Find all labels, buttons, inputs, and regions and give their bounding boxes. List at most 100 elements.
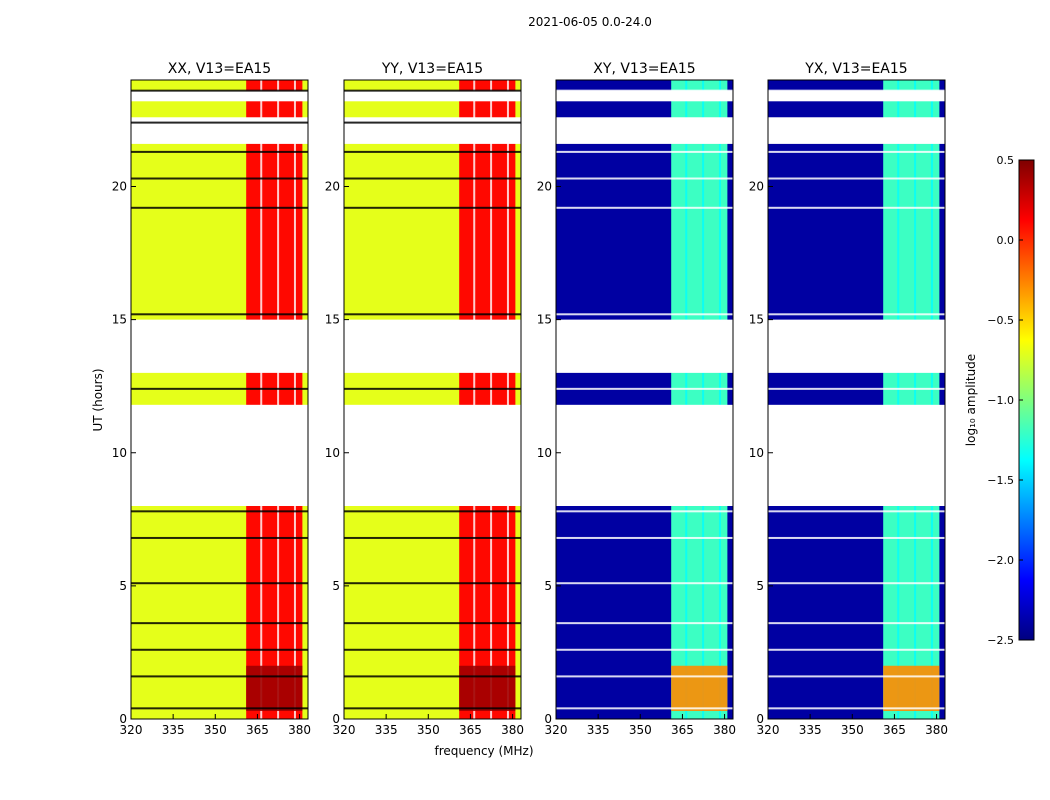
panel-1: XX, V13=EA15 320 335 350 365 380 0 5 10 15 20 — [112, 61, 311, 737]
channel-stripe — [897, 80, 900, 719]
flag-line — [131, 387, 308, 390]
flag-line — [768, 387, 945, 390]
panel-frame — [130, 79, 309, 720]
y-tick-label: 20 — [325, 180, 340, 194]
flag-line — [131, 582, 308, 585]
panel-frame — [767, 79, 946, 720]
x-tick-label: 335 — [799, 723, 822, 737]
flag-line — [344, 206, 521, 209]
flag-line — [768, 313, 945, 316]
flag-line — [131, 707, 308, 710]
y-tick-label: 20 — [112, 180, 127, 194]
panel-2: YY, V13=EA15 320 335 350 365 380 0 5 10 15 20 — [325, 61, 524, 737]
flag-line — [768, 510, 945, 513]
x-axis-label: frequency (MHz) — [434, 744, 533, 758]
x-tick-label: 380 — [713, 723, 736, 737]
x-tick-label: 320 — [120, 723, 143, 737]
flag-line — [556, 121, 733, 124]
y-tick-label: 0 — [119, 712, 127, 726]
flagged-gap — [556, 90, 733, 102]
panel-3: XY, V13=EA15 320 335 350 365 380 0 5 10 15 20 — [537, 61, 736, 737]
flag-line — [344, 510, 521, 513]
flagged-gap — [768, 404, 945, 506]
rfi-band — [246, 80, 303, 719]
flagged-gap — [131, 319, 308, 373]
flag-line — [556, 648, 733, 651]
flagged-gap — [131, 117, 308, 144]
channel-stripe — [930, 80, 933, 719]
y-tick-label: 10 — [537, 446, 552, 460]
flag-line — [556, 89, 733, 92]
flagged-gap — [344, 404, 521, 506]
flag-line — [344, 177, 521, 180]
channel-stripe — [473, 80, 476, 719]
colorbar-tick-label: 0.0 — [997, 234, 1015, 247]
x-tick-label: 365 — [459, 723, 482, 737]
panel-4: YX, V13=EA15 320 335 350 365 380 0 5 10 15 20 — [749, 61, 948, 737]
flagged-gap — [556, 404, 733, 506]
panel-frame — [343, 79, 522, 720]
flagged-gap — [768, 117, 945, 144]
flag-line — [556, 510, 733, 513]
x-tick-label: 335 — [375, 723, 398, 737]
flagged-gap — [556, 319, 733, 373]
flag-line — [344, 675, 521, 678]
x-tick-label: 350 — [841, 723, 864, 737]
y-tick-label: 15 — [112, 313, 127, 327]
flag-line — [556, 177, 733, 180]
burst-region — [246, 665, 303, 712]
x-tick-label: 320 — [333, 723, 356, 737]
colorbar-tick-label: 0.5 — [997, 154, 1015, 167]
channel-stripe — [260, 80, 263, 719]
channel-stripe — [702, 80, 705, 719]
y-tick-label: 0 — [544, 712, 552, 726]
flag-line — [556, 707, 733, 710]
flag-line — [768, 206, 945, 209]
flag-line — [768, 622, 945, 625]
x-tick-label: 365 — [883, 723, 906, 737]
flagged-gap — [556, 117, 733, 144]
x-tick-label: 350 — [204, 723, 227, 737]
x-tick-label: 365 — [246, 723, 269, 737]
flag-line — [556, 313, 733, 316]
flag-line — [768, 177, 945, 180]
colorbar: 0.5 0.0 −0.5 −1.0 −1.5 −2.0 −2.5 log₁₀ amplitu… — [964, 154, 1035, 647]
flag-line — [131, 177, 308, 180]
rfi-band — [459, 80, 516, 719]
flag-line — [556, 387, 733, 390]
channel-stripe — [914, 80, 917, 719]
flag-line — [344, 150, 521, 153]
burst-region — [671, 665, 728, 712]
flag-line — [131, 622, 308, 625]
channel-stripe — [506, 80, 509, 719]
flag-line — [768, 121, 945, 124]
y-tick-label: 0 — [756, 712, 764, 726]
flag-line — [768, 536, 945, 539]
flag-line — [131, 675, 308, 678]
flagged-gap — [768, 90, 945, 102]
flag-line — [556, 582, 733, 585]
colorbar-tick-label: −1.0 — [987, 394, 1014, 407]
flag-line — [131, 510, 308, 513]
flag-line — [131, 648, 308, 651]
channel-stripe — [277, 80, 280, 719]
y-tick-label: 15 — [537, 313, 552, 327]
x-tick-label: 365 — [671, 723, 694, 737]
y-tick-label: 5 — [756, 579, 764, 593]
y-tick-label: 15 — [749, 313, 764, 327]
flagged-gap — [131, 90, 308, 102]
flag-line — [556, 150, 733, 153]
colorbar-tick-label: −1.5 — [987, 474, 1014, 487]
burst-region — [883, 665, 940, 712]
x-tick-label: 380 — [501, 723, 524, 737]
panel-title: YY, V13=EA15 — [381, 61, 483, 77]
flag-line — [131, 313, 308, 316]
flag-line — [131, 121, 308, 124]
channel-stripe — [685, 80, 688, 719]
y-axis-label: UT (hours) — [91, 368, 105, 431]
channel-stripe — [293, 80, 296, 719]
flag-line — [768, 89, 945, 92]
flag-line — [768, 150, 945, 153]
